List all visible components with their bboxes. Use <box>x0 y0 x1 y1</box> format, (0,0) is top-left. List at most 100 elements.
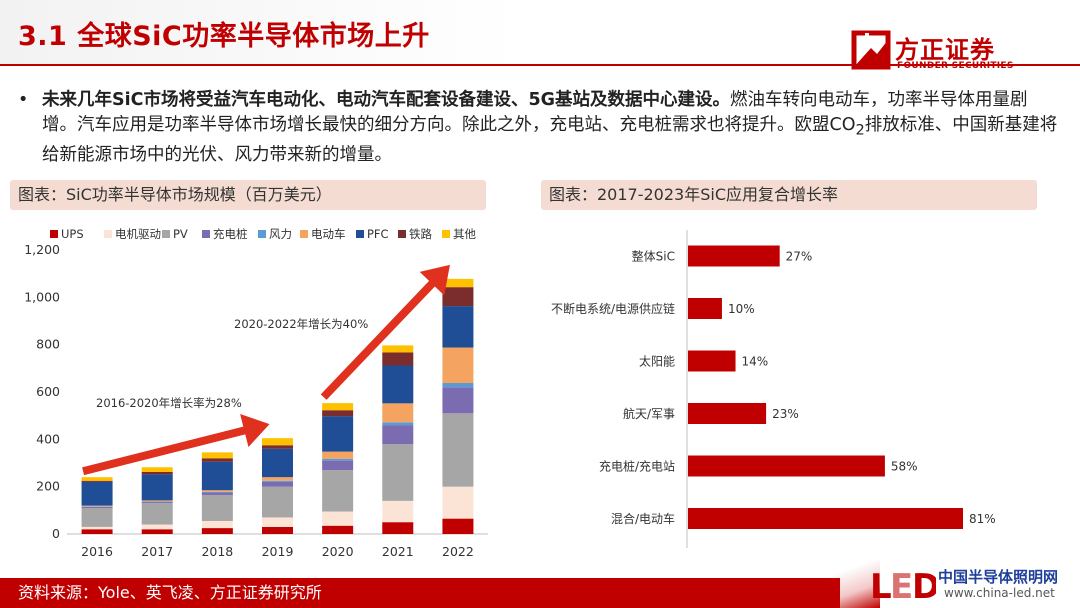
bar-2020-2 <box>322 470 354 512</box>
page-title: 3.1 全球SiC功率半导体市场上升 <box>18 21 430 52</box>
y-tick-label-1: 200 <box>36 479 60 494</box>
x-tick-label-2016: 2016 <box>81 544 113 559</box>
annotation-2016-2020: 2016-2020年增长率为28% <box>96 396 242 410</box>
y-tick-label-0: 0 <box>52 526 60 541</box>
category-label-1: 不断电系统/电源供应链 <box>551 301 675 316</box>
bar-2021-2 <box>382 444 414 501</box>
bar-5 <box>688 508 963 529</box>
bar-2022-0 <box>442 518 474 534</box>
bullet-text-b: 排放标准、中国新基建将给新能源市场中的光伏、风力带来新的增量。 <box>42 115 1058 165</box>
growth-arrow-2016-2019-shape <box>82 414 270 476</box>
title-divider <box>0 64 1080 66</box>
bar-2016-7 <box>81 480 113 482</box>
bar-2020-3 <box>322 460 354 471</box>
bar-2020-8 <box>322 403 354 411</box>
growth-arrow-2020-2022-shape <box>320 264 450 400</box>
x-tick-label-2019: 2019 <box>262 544 294 559</box>
bar-2021-4 <box>382 422 414 426</box>
category-label-4: 充电桩/充电站 <box>599 459 675 474</box>
bar-1 <box>688 298 722 319</box>
bar-2020-0 <box>322 525 354 534</box>
bar-2019-5 <box>262 477 293 481</box>
x-tick-label-2020: 2020 <box>322 544 354 559</box>
bar-2018-5 <box>201 490 233 492</box>
legend-swatch-4 <box>258 230 266 238</box>
bar-2020-4 <box>322 458 354 461</box>
bar-2018-7 <box>201 458 233 462</box>
annotation-2020-2022: 2020-2022年增长为40% <box>234 317 368 331</box>
x-tick-label-2022: 2022 <box>442 544 474 559</box>
bar-2018-3 <box>201 492 233 495</box>
category-label-5: 混合/电动车 <box>611 511 675 526</box>
y-tick-label-6: 1,200 <box>24 242 60 257</box>
bar-2021-5 <box>382 403 414 423</box>
bar-2021-7 <box>382 352 414 366</box>
bar-2016-8 <box>81 477 113 481</box>
bar-2019-1 <box>262 517 293 527</box>
bar-2018-0 <box>201 528 233 534</box>
bullet-dot: • <box>18 90 29 110</box>
legend-swatch-0 <box>50 230 58 238</box>
y-tick-label-2: 400 <box>36 431 60 446</box>
legend-label-6: PFC <box>367 227 389 241</box>
legend-label-3: 充电桩 <box>213 227 248 241</box>
y-tick-label-3: 600 <box>36 384 60 399</box>
bar-2017-2 <box>141 503 173 525</box>
bar-3 <box>688 403 767 424</box>
x-tick-label-2021: 2021 <box>382 544 414 559</box>
bar-2022-1 <box>442 486 474 519</box>
legend-swatch-2 <box>162 230 170 238</box>
bar-2019-8 <box>262 438 293 446</box>
bar-2019-3 <box>262 481 293 487</box>
bar-2021-8 <box>382 345 414 353</box>
watermark-site-url: www.china-led.net <box>944 586 1055 600</box>
watermark-site-name: 中国半导体照明网 <box>938 568 1059 586</box>
bullet-bold-lead: 未来几年SiC市场将受益汽车电动化、电动汽车配套设备建设、5G基站及数据中心建设… <box>42 90 730 110</box>
bar-2019-4 <box>262 480 293 482</box>
cagr-horizontal-bar-chart: 整体SiC 27% 不断电系统/电源供应链 10% 太阳能 14% 航天/军事 23% 充电桩/… <box>551 230 996 548</box>
bullet-text-a: 燃油车转向电动车，功率半导体用量剧增。汽车应用是功率半导体市场增长最快的细分方向… <box>42 90 1028 135</box>
legend-swatch-8 <box>442 230 450 238</box>
x-tick-label-2017: 2017 <box>141 544 173 559</box>
bar-2022-5 <box>442 347 474 384</box>
category-label-0: 整体SiC <box>632 249 675 264</box>
x-tick-label-2018: 2018 <box>201 544 233 559</box>
bar-2017-3 <box>141 502 173 504</box>
legend-swatch-7 <box>398 230 406 238</box>
bar-2 <box>688 350 736 372</box>
bar-2021-0 <box>382 522 414 534</box>
footer-source: 资料来源：Yole、英飞凌、方正证券研究所 <box>0 578 840 608</box>
bar-2022-8 <box>442 278 474 288</box>
legend-label-7: 铁路 <box>409 227 432 241</box>
bar-2019-0 <box>262 526 293 534</box>
market-size-stacked-bar-chart: UPS 电机驱动 PV 充电桩 风力 电动车 PFC 铁路 其他 0 200 400 600 800 1,0… <box>24 227 488 559</box>
bar-2018-2 <box>201 494 233 521</box>
bar-2019-2 <box>262 486 293 518</box>
bar-2019-7 <box>262 445 293 449</box>
bar-2022-2 <box>442 413 474 487</box>
bar-2018-1 <box>201 520 233 529</box>
growth-arrow-2020-2022 <box>320 264 450 400</box>
bar-2018-6 <box>201 461 233 491</box>
category-label-2: 太阳能 <box>639 354 675 369</box>
right-panel-title: 图表：2017-2023年SiC应用复合增长率 <box>541 180 1037 210</box>
bar-2021-3 <box>382 425 414 445</box>
legend-label-4: 风力 <box>269 227 292 241</box>
bar-2022-6 <box>442 306 474 348</box>
y-tick-label-4: 800 <box>36 337 60 352</box>
brand-logo: 方正证券 FOUNDER SECURITIES <box>845 28 1035 76</box>
bar-2017-7 <box>141 471 173 475</box>
bar-2016-3 <box>81 506 113 508</box>
bar-2018-8 <box>201 452 233 459</box>
bar-2021-6 <box>382 365 414 404</box>
value-label-2: 14% <box>742 355 769 369</box>
bar-2020-5 <box>322 451 354 459</box>
legend-swatch-6 <box>356 230 364 238</box>
legend-swatch-1 <box>104 230 112 238</box>
bar-2017-0 <box>141 529 173 534</box>
bar-2020-7 <box>322 410 354 417</box>
y-tick-label-5: 1,000 <box>24 289 60 304</box>
legend-swatch-3 <box>202 230 210 238</box>
legend-label-0: UPS <box>61 227 84 241</box>
left-panel-title: 图表：SiC功率半导体市场规模（百万美元） <box>10 180 486 210</box>
